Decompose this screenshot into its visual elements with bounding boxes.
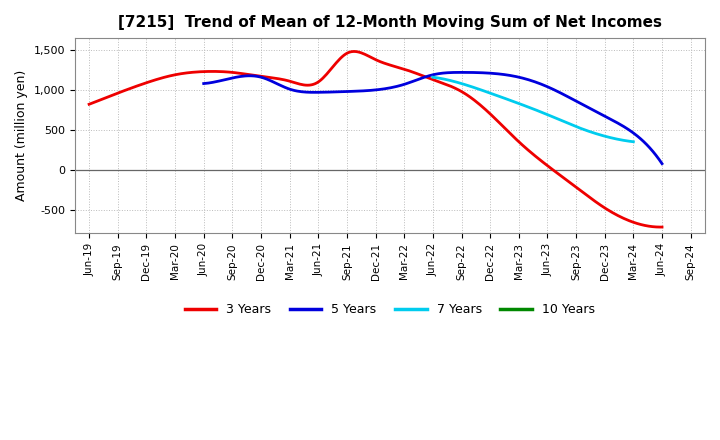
Y-axis label: Amount (million yen): Amount (million yen) (15, 70, 28, 202)
Title: [7215]  Trend of Mean of 12-Month Moving Sum of Net Incomes: [7215] Trend of Mean of 12-Month Moving … (118, 15, 662, 30)
Legend: 3 Years, 5 Years, 7 Years, 10 Years: 3 Years, 5 Years, 7 Years, 10 Years (180, 298, 600, 321)
